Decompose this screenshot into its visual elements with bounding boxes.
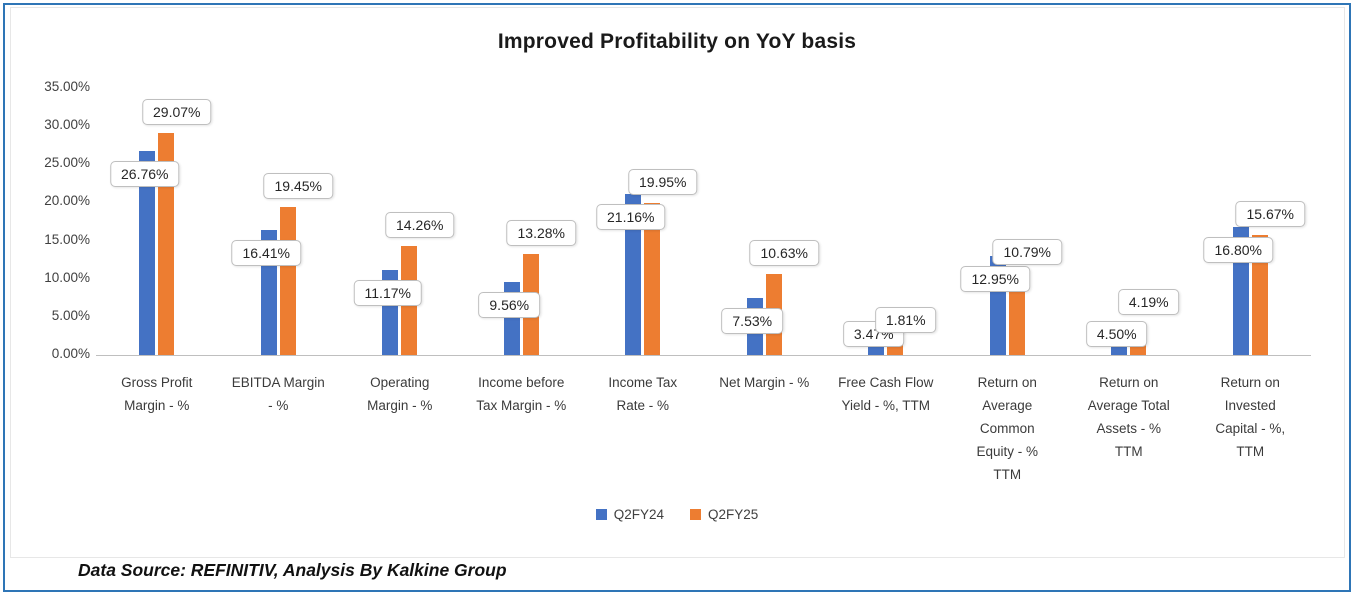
chart-legend: Q2FY24 Q2FY25 [0, 507, 1354, 522]
y-axis-tick-label: 35.00% [44, 79, 90, 94]
x-axis-category-label: Income before Tax Margin - % [454, 371, 588, 417]
x-axis-category-label: Income Tax Rate - % [576, 371, 710, 417]
data-label-q2fy24: 16.80% [1203, 236, 1273, 263]
bar-q2fy25 [1251, 235, 1268, 355]
bar-q2fy25 [158, 133, 175, 355]
x-axis-category-line: Net Margin - % [719, 375, 810, 390]
data-label-q2fy24: 12.95% [960, 266, 1030, 293]
y-axis-tick-label: 5.00% [51, 307, 90, 323]
y-axis-tick-label: 10.00% [44, 269, 90, 285]
x-axis-category-line: TTM [1114, 444, 1143, 459]
x-axis-category-line: Capital - %, [1215, 421, 1286, 436]
bar-q2fy25 [1008, 272, 1025, 355]
legend-label: Q2FY24 [613, 507, 664, 522]
x-axis-category-line: EBITDA Margin [231, 375, 325, 390]
data-label-q2fy25: 10.63% [749, 239, 819, 266]
legend-label: Q2FY25 [708, 507, 759, 522]
bar-q2fy25 [644, 202, 661, 355]
x-axis-category-line: Invested [1224, 398, 1276, 413]
x-axis-category-label: EBITDA Margin - % [211, 371, 345, 417]
x-axis-category-line: Income before [478, 375, 565, 390]
x-axis-category-line: Tax Margin - % [476, 398, 567, 413]
x-axis-category-line: Assets - % [1096, 421, 1161, 436]
legend-item-q2fy25: Q2FY25 [690, 507, 758, 522]
x-axis-category-label: Return on Average Common Equity - % TTM [940, 371, 1074, 486]
x-axis-category-line: TTM [1236, 444, 1265, 459]
data-label-q2fy25: 29.07% [142, 99, 212, 126]
x-axis-category-label: Net Margin - % [697, 371, 831, 394]
x-axis-category-line: Yield - %, TTM [841, 398, 930, 413]
legend-swatch-q2fy25 [690, 509, 701, 520]
y-axis-tick-label: 0.00% [51, 346, 90, 361]
data-label-q2fy25: 14.26% [385, 212, 455, 239]
x-axis-category-line: Margin - % [367, 398, 433, 413]
data-label-q2fy24: 4.50% [1085, 321, 1148, 347]
x-axis-category-label: Operating Margin - % [333, 371, 467, 417]
data-label-q2fy25: 13.28% [506, 219, 576, 246]
x-axis-category-label: Free Cash Flow Yield - %, TTM [819, 371, 953, 417]
x-axis-category-line: - % [268, 398, 289, 413]
data-label-q2fy24: 7.53% [721, 307, 784, 334]
data-label-q2fy24: 26.76% [110, 160, 180, 187]
x-axis-category-line: Operating [370, 375, 430, 390]
data-label-q2fy25: 4.19% [1117, 289, 1180, 316]
chart-plot-border [10, 7, 1345, 558]
y-axis-tick-label: 25.00% [44, 155, 90, 171]
x-axis-category-line: TTM [993, 467, 1022, 482]
data-label-q2fy25: 19.45% [263, 172, 333, 199]
x-axis-category-line: Common [979, 421, 1035, 436]
x-axis-category-line: Equity - % [976, 444, 1039, 459]
data-label-q2fy24: 21.16% [596, 203, 666, 230]
data-source-note: Data Source: REFINITIV, Analysis By Kalk… [78, 560, 507, 580]
chart-title: Improved Profitability on YoY basis [497, 30, 857, 53]
data-label-q2fy25: 15.67% [1235, 201, 1305, 228]
x-axis-category-line: Free Cash Flow [838, 375, 934, 390]
x-axis-category-label: Return on Invested Capital - %, TTM [1183, 371, 1317, 463]
data-label-q2fy25: 10.79% [992, 238, 1062, 265]
x-axis-category-line: Income Tax [608, 375, 678, 390]
data-label-q2fy24: 16.41% [231, 239, 301, 266]
x-axis-category-line: Return on [1099, 375, 1159, 390]
x-axis-category-line: Return on [977, 375, 1037, 390]
legend-swatch-q2fy24 [595, 509, 607, 520]
data-label-q2fy25: 19.95% [628, 168, 698, 195]
x-axis-category-line: Rate - % [616, 398, 670, 413]
x-axis-category-label: Return on Average Total Assets - % TTM [1062, 371, 1196, 463]
data-label-q2fy24: 9.56% [478, 292, 541, 319]
x-axis-category-line: Margin - % [124, 398, 190, 413]
y-axis-tick-label: 15.00% [44, 231, 90, 247]
data-label-q2fy24: 11.17% [353, 279, 422, 306]
x-axis-category-line: Average Total [1087, 398, 1170, 413]
bar-q2fy24 [625, 193, 642, 355]
data-label-q2fy25: 1.81% [874, 307, 937, 334]
bar-q2fy25 [279, 206, 296, 355]
legend-item-q2fy24: Q2FY24 [595, 507, 664, 522]
x-axis-line [96, 355, 1311, 356]
y-axis-tick-label: 30.00% [44, 117, 90, 133]
x-axis-category-label: Gross Profit Margin - % [90, 371, 224, 417]
y-axis-tick-label: 20.00% [44, 193, 90, 209]
x-axis-category-line: Average [982, 398, 1033, 413]
x-axis-category-line: Gross Profit [121, 375, 193, 390]
x-axis-category-line: Return on [1220, 375, 1280, 390]
bar-q2fy24 [139, 150, 156, 355]
